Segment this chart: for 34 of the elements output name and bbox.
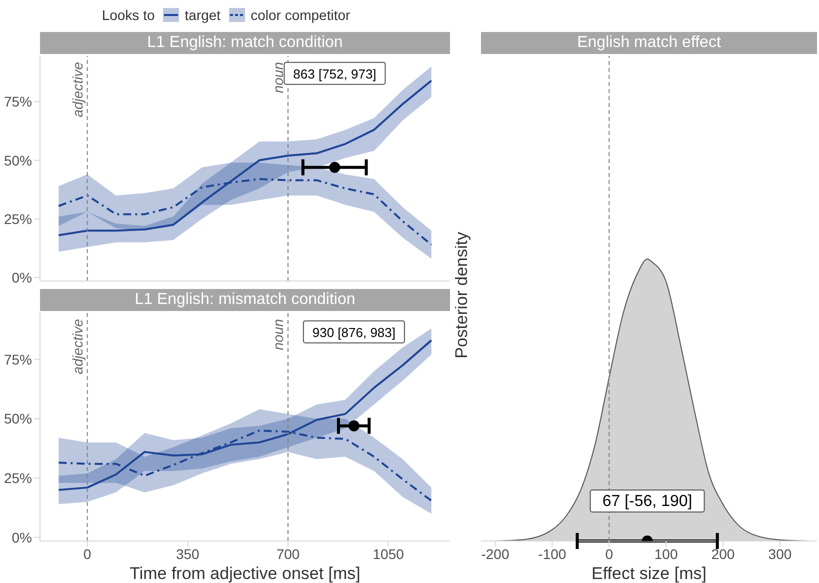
ref-line-label: noun xyxy=(270,62,286,94)
legend-label: target xyxy=(184,7,221,23)
legend-label: color competitor xyxy=(250,7,350,23)
x-tick-label: 0 xyxy=(605,546,614,562)
x-tick-label: 0 xyxy=(83,546,92,562)
x-tick-label: 350 xyxy=(176,546,200,562)
x-tick-label: 700 xyxy=(276,546,300,562)
chart-title: English match effect xyxy=(481,32,817,54)
y-tick-label: 25% xyxy=(4,470,32,486)
x-tick-label: 300 xyxy=(768,546,792,562)
chart-title: L1 English: match condition xyxy=(40,32,450,54)
y-tick-label: 75% xyxy=(4,351,32,368)
annotation: 67 [-56, 190] xyxy=(602,493,692,510)
x-tick-label: -100 xyxy=(538,546,566,562)
y-tick-label: 50% xyxy=(4,152,32,168)
y-tick-label: 0% xyxy=(12,529,32,546)
y-tick-label: 25% xyxy=(4,210,32,227)
y-tick-label: 0% xyxy=(12,269,32,286)
ref-line-label: adjective xyxy=(69,318,86,374)
legend-title: Looks to xyxy=(102,7,155,23)
x-tick-label: 1050 xyxy=(372,546,404,562)
y-axis-title: Posterior density xyxy=(452,231,472,358)
x-tick-label: 100 xyxy=(654,546,678,562)
x-tick-label: 200 xyxy=(711,546,735,562)
x-axis-title: Time from adjective onset [ms] xyxy=(130,564,360,583)
ref-line-label: noun xyxy=(270,318,286,350)
y-tick-label: 75% xyxy=(4,94,32,110)
x-tick-label: -200 xyxy=(481,546,510,562)
ref-line-label: adjective xyxy=(69,62,86,118)
x-axis-title: Effect size [ms] xyxy=(592,564,706,583)
annotation: 930 [876, 983] xyxy=(312,324,396,340)
annotation: 863 [752, 973] xyxy=(293,66,376,82)
y-tick-label: 50% xyxy=(4,410,32,427)
chart-title: L1 English: mismatch condition xyxy=(40,289,450,311)
